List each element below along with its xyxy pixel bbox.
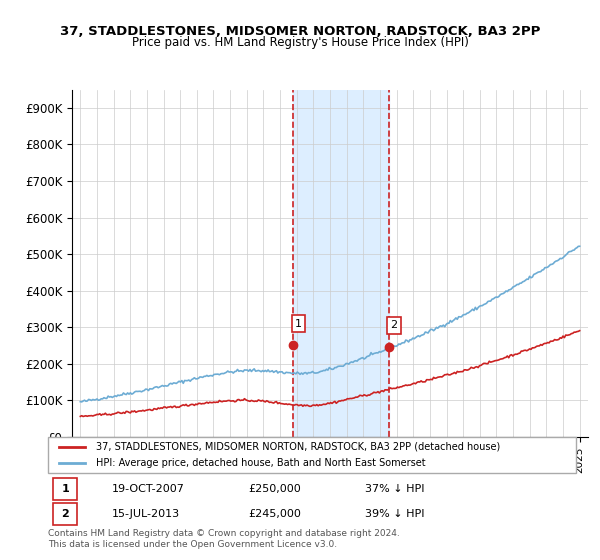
Bar	[293, 90, 389, 437]
Text: 37, STADDLESTONES, MIDSOMER NORTON, RADSTOCK, BA3 2PP: 37, STADDLESTONES, MIDSOMER NORTON, RADS…	[60, 25, 540, 38]
Text: 1: 1	[295, 319, 302, 329]
Text: 37% ↓ HPI: 37% ↓ HPI	[365, 484, 424, 493]
FancyBboxPatch shape	[53, 478, 77, 500]
Text: 15-JUL-2013: 15-JUL-2013	[112, 509, 179, 519]
Text: 2: 2	[62, 509, 69, 519]
Text: 19-OCT-2007: 19-OCT-2007	[112, 484, 184, 493]
Text: £250,000: £250,000	[248, 484, 301, 493]
Text: HPI: Average price, detached house, Bath and North East Somerset: HPI: Average price, detached house, Bath…	[95, 458, 425, 468]
Text: 37, STADDLESTONES, MIDSOMER NORTON, RADSTOCK, BA3 2PP (detached house): 37, STADDLESTONES, MIDSOMER NORTON, RADS…	[95, 442, 500, 452]
FancyBboxPatch shape	[48, 437, 576, 473]
FancyBboxPatch shape	[53, 503, 77, 525]
Text: 39% ↓ HPI: 39% ↓ HPI	[365, 509, 424, 519]
Text: £245,000: £245,000	[248, 509, 302, 519]
Text: Contains HM Land Registry data © Crown copyright and database right 2024.
This d: Contains HM Land Registry data © Crown c…	[48, 529, 400, 549]
Text: Price paid vs. HM Land Registry's House Price Index (HPI): Price paid vs. HM Land Registry's House …	[131, 36, 469, 49]
Text: 2: 2	[391, 320, 397, 330]
Text: 1: 1	[62, 484, 69, 493]
